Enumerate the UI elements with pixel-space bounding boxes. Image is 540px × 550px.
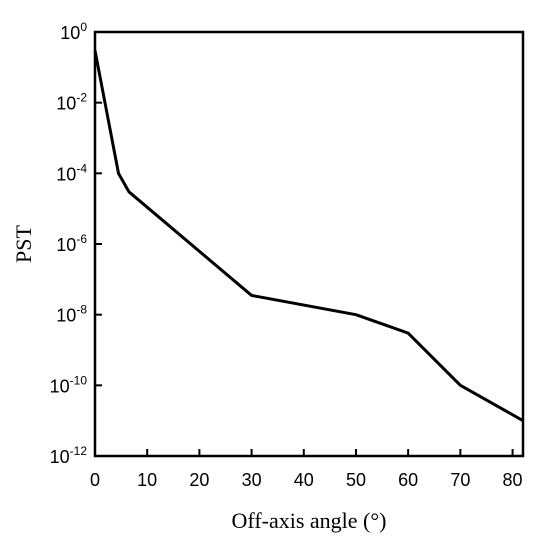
x-tick-label: 60 — [398, 470, 418, 490]
x-tick-label: 80 — [503, 470, 523, 490]
y-tick-label: 10-2 — [56, 91, 87, 114]
pst-curve — [93, 50, 524, 422]
x-tick-label: 50 — [346, 470, 366, 490]
x-tick-label: 70 — [450, 470, 470, 490]
x-tick-label: 0 — [90, 470, 100, 490]
x-tick-label: 30 — [242, 470, 262, 490]
y-tick-label: 10-12 — [50, 444, 88, 467]
x-axis-ticks: 0 10 20 30 40 50 60 70 80 — [90, 449, 523, 490]
y-axis-ticks: 100 10-2 10-4 10-6 10-8 10-10 10-12 — [50, 20, 102, 467]
x-axis-title: Off-axis angle (°) — [232, 508, 387, 533]
x-tick-label: 10 — [137, 470, 157, 490]
y-axis-title: PST — [11, 224, 36, 262]
y-tick-label: 10-4 — [56, 161, 87, 184]
plot-frame — [93, 30, 525, 458]
x-tick-label: 20 — [189, 470, 209, 490]
y-tick-label: 10-10 — [50, 373, 88, 396]
y-tick-label: 10-8 — [56, 303, 87, 326]
x-tick-label: 40 — [294, 470, 314, 490]
y-tick-label: 100 — [60, 20, 87, 43]
series-layer — [93, 50, 524, 422]
y-tick-label: 10-6 — [56, 232, 87, 255]
